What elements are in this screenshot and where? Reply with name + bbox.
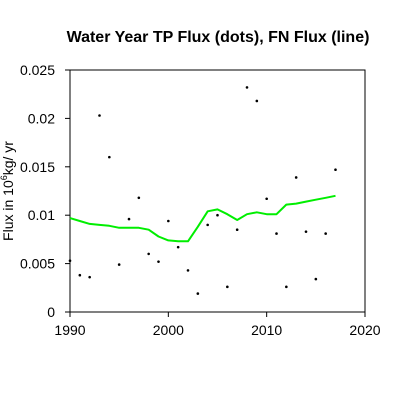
tp-flux-point xyxy=(147,252,150,256)
fn-flux-line xyxy=(69,194,336,243)
tp-flux-point xyxy=(324,232,327,235)
tp-flux-point xyxy=(235,228,239,232)
tp-flux-point xyxy=(78,273,82,277)
y-tick-label: 0.025 xyxy=(20,62,55,78)
y-tick-label: 0.01 xyxy=(28,207,55,223)
tp-flux-point xyxy=(157,260,160,263)
tp-flux-point xyxy=(216,213,219,217)
tp-flux-point xyxy=(127,217,131,221)
plot-frame xyxy=(69,69,366,313)
series-layer xyxy=(68,86,337,295)
tp-flux-point xyxy=(245,86,249,89)
tp-flux-point xyxy=(176,245,180,249)
y-axis-label-prefix: Flux in 10 xyxy=(0,180,16,241)
tp-flux-point xyxy=(196,292,200,295)
y-tick-label: 0 xyxy=(47,304,55,320)
tp-flux-point xyxy=(167,219,170,223)
tp-flux-point xyxy=(186,269,190,272)
tp-flux-point xyxy=(88,275,91,279)
y-axis-label-suffix: kg/ yr xyxy=(0,141,16,176)
x-axis: 1990 2000 2010 2020 xyxy=(54,312,381,338)
x-tick-label: 2020 xyxy=(349,322,380,338)
tp-flux-point xyxy=(68,259,72,262)
x-tick-label: 1990 xyxy=(54,322,85,338)
chart-title: Water Year TP Flux (dots), FN Flux (line… xyxy=(67,29,370,46)
tp-flux-point xyxy=(226,285,229,289)
tp-flux-point xyxy=(304,230,308,233)
x-tick-label: 2010 xyxy=(251,322,282,338)
tp-flux-point xyxy=(334,168,337,172)
y-tick-label: 0.005 xyxy=(20,256,55,272)
tp-flux-point xyxy=(314,277,318,281)
tp-flux-point xyxy=(117,263,121,266)
tp-flux-point xyxy=(265,197,268,201)
tp-flux-point xyxy=(285,285,288,289)
y-axis: 0 0.005 0.01 0.015 0.02 0.025 xyxy=(20,62,70,320)
x-tick-label: 2000 xyxy=(153,322,184,338)
y-axis-label: Flux in 106kg/ yr xyxy=(0,141,16,241)
y-tick-label: 0.015 xyxy=(20,159,55,175)
tp-flux-point xyxy=(275,232,278,235)
tp-flux-point xyxy=(206,223,209,227)
tp-flux-point xyxy=(98,114,101,117)
tp-flux-point xyxy=(294,176,298,179)
y-axis-label-exponent: 6 xyxy=(0,175,9,180)
tp-flux-point xyxy=(108,155,111,159)
y-tick-label: 0.02 xyxy=(28,110,55,126)
tp-flux-point xyxy=(137,196,141,200)
tp-flux-point xyxy=(255,99,259,103)
